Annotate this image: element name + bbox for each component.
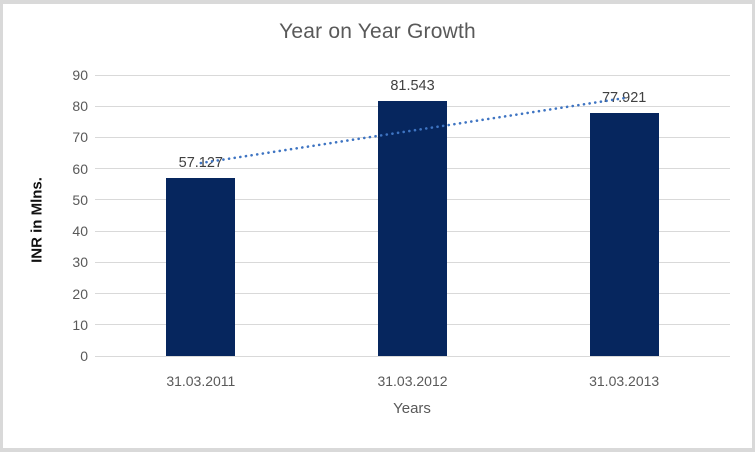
y-tick-label: 80	[72, 98, 88, 115]
bar	[166, 177, 236, 356]
gridline	[95, 74, 730, 76]
y-tick-label: 60	[72, 160, 88, 177]
y-tick-label: 40	[72, 223, 88, 240]
data-label: 57.127	[178, 154, 223, 171]
bar	[378, 101, 447, 356]
data-label: 81.543	[390, 78, 435, 95]
gridline	[95, 355, 730, 357]
y-tick-label: 30	[72, 254, 88, 271]
x-category-label: 31.03.2011	[166, 373, 236, 389]
y-tick-label: 70	[72, 129, 88, 146]
data-label: 77.921	[601, 89, 647, 106]
bar	[589, 112, 659, 356]
y-tick-label: 0	[80, 348, 88, 364]
y-tick-label: 90	[72, 67, 88, 83]
x-category-label: 31.03.2013	[589, 373, 660, 389]
chart-title: Year on Year Growth	[279, 20, 476, 43]
y-tick-label: 10	[72, 316, 88, 333]
y-tick-label: 20	[72, 285, 88, 302]
x-axis-title: Years	[393, 400, 431, 417]
x-category-label: 31.03.2012	[377, 373, 448, 389]
y-tick-label: 50	[72, 191, 88, 208]
